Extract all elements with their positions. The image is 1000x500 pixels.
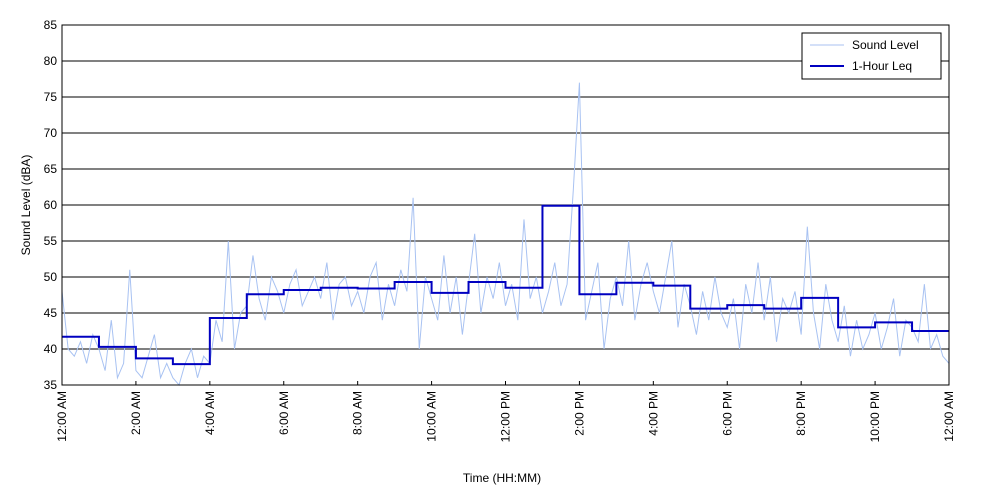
y-tick-label: 45 [44, 306, 58, 320]
x-tick-label: 12:00 AM [55, 391, 69, 442]
legend-label: 1-Hour Leq [852, 59, 912, 73]
y-tick-label: 40 [44, 342, 58, 356]
legend [801, 32, 942, 80]
x-tick-label: 12:00 AM [942, 391, 956, 442]
x-tick-label: 6:00 PM [720, 391, 734, 436]
step-line [62, 204, 949, 366]
y-axis-label: Sound Level (dBA) [19, 155, 33, 256]
x-tick-label: 10:00 PM [868, 391, 882, 442]
plot-frame [61, 24, 950, 386]
x-tick-label: 8:00 PM [794, 391, 808, 436]
y-tick-label: 85 [44, 18, 58, 32]
y-tick-label: 80 [44, 54, 58, 68]
y-tick-label: 75 [44, 90, 58, 104]
x-tick-label: 4:00 AM [203, 391, 217, 435]
x-tick-label: 10:00 AM [425, 391, 439, 442]
x-tick-label: 2:00 AM [129, 391, 143, 435]
y-tick-label: 60 [44, 198, 58, 212]
y-tick-label: 70 [44, 126, 58, 140]
y-tick-label: 35 [44, 378, 58, 392]
y-tick-label: 50 [44, 270, 58, 284]
x-tick-label: 2:00 PM [572, 391, 586, 436]
x-tick-label: 6:00 AM [277, 391, 291, 435]
y-tick-label: 65 [44, 162, 58, 176]
y-tick-label: 55 [44, 234, 58, 248]
legend-label: Sound Level [852, 38, 919, 52]
x-tick-label: 4:00 PM [646, 391, 660, 436]
x-tick-label: 12:00 PM [499, 391, 513, 442]
x-tick-label: 8:00 AM [351, 391, 365, 435]
x-axis-label: Time (HH:MM) [463, 471, 541, 485]
